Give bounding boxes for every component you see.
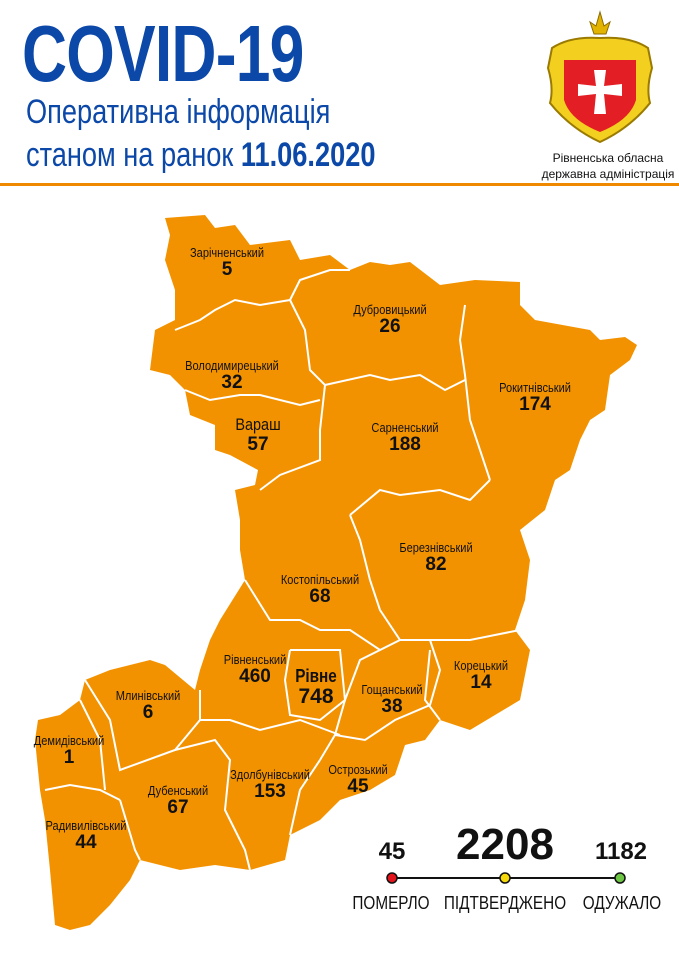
district-count: 32 [221, 372, 243, 393]
district-label: Костопільський 68 [274, 572, 366, 607]
header-divider [0, 183, 679, 186]
district-name: Вараш [235, 415, 281, 434]
district-name: Демидівський [33, 733, 105, 748]
district-count: 5 [221, 259, 233, 280]
region-outline [35, 215, 637, 930]
recovered-dot [614, 872, 626, 884]
district-count: 57 [247, 434, 269, 455]
district-name: Радивилівський [45, 818, 127, 833]
district-name: Острозький [328, 762, 388, 777]
district-label: Острозький 45 [323, 762, 393, 797]
district-count: 748 [298, 685, 334, 708]
subtitle: Оперативна інформація [26, 93, 331, 131]
district-borders [44, 269, 521, 871]
district-name: Рівне [295, 666, 337, 686]
city-label: Рівне 748 [292, 666, 341, 707]
district-name: Гощанський [361, 682, 423, 697]
district-label: Радивилівський 44 [38, 818, 133, 853]
district-name: Костопільський [280, 572, 360, 587]
district-count: 6 [142, 702, 154, 723]
district-name: Березнівський [399, 540, 473, 555]
district-name: Володимирецький [185, 358, 279, 373]
date-line: станом на ранок 11.06.2020 [26, 138, 376, 172]
district-name: Млинівський [115, 688, 181, 703]
district-label: Корецький 14 [449, 658, 513, 693]
district-label: Дубровицький 26 [347, 302, 433, 337]
district-count: 1 [63, 747, 75, 768]
district-label: Гощанський 38 [356, 682, 428, 717]
org-line-2: державна адміністрація [541, 167, 675, 181]
confirmed-count: 2208 [456, 820, 554, 869]
district-count: 14 [470, 672, 492, 693]
district-label: Рокитнівський 174 [493, 380, 578, 415]
district-count: 67 [167, 797, 189, 818]
stats-timeline [386, 872, 626, 884]
district-count: 82 [425, 554, 447, 575]
district-name: Зарічненський [190, 245, 264, 260]
district-label: Сарненський 188 [365, 420, 444, 455]
district-label: Рівненський 460 [218, 652, 292, 687]
district-count: 44 [75, 832, 97, 853]
district-label: Дубенський 67 [143, 783, 214, 818]
coat-of-arms-logo [546, 10, 654, 144]
district-name: Дубровицький [353, 302, 427, 317]
page-title: COVID-19 [22, 9, 304, 98]
district-name: Рівненський [223, 652, 287, 667]
district-name: Рокитнівський [499, 380, 571, 395]
org-name: Рівненська обласна державна адміністраці… [538, 150, 678, 182]
district-name: Дубенський [147, 783, 209, 798]
died-count: 45 [378, 838, 406, 865]
district-label: Володимирецький 32 [177, 358, 287, 393]
confirmed-dot [499, 872, 511, 884]
org-line-1: Рівненська обласна [552, 151, 664, 165]
date-prefix: станом на ранок [26, 136, 234, 174]
died-label: ПОМЕРЛО [352, 893, 430, 913]
district-label: Демидівський 1 [28, 733, 111, 768]
report-date: 11.06.2020 [240, 136, 376, 174]
district-label: Березнівський 82 [393, 540, 479, 575]
recovered-count: 1182 [594, 838, 648, 865]
district-count: 26 [379, 316, 401, 337]
recovered-label: ОДУЖАЛО [582, 893, 662, 913]
district-count: 68 [309, 586, 331, 607]
district-label: Вараш 57 [231, 415, 284, 455]
died-dot [386, 872, 398, 884]
district-count: 45 [347, 776, 369, 797]
district-count: 153 [254, 781, 286, 802]
district-label: Млинівський 6 [110, 688, 186, 723]
district-label: Зарічненський 5 [183, 245, 270, 280]
district-count: 460 [239, 666, 271, 687]
district-label: Здолбунівський 153 [223, 767, 317, 802]
district-count: 188 [389, 434, 421, 455]
confirmed-label: ПІДТВЕРДЖЕНО [443, 893, 567, 913]
district-name: Сарненський [371, 420, 439, 435]
district-count: 38 [381, 696, 403, 717]
district-name: Корецький [453, 658, 509, 673]
district-name: Здолбунівський [230, 767, 310, 782]
district-count: 174 [519, 394, 551, 415]
